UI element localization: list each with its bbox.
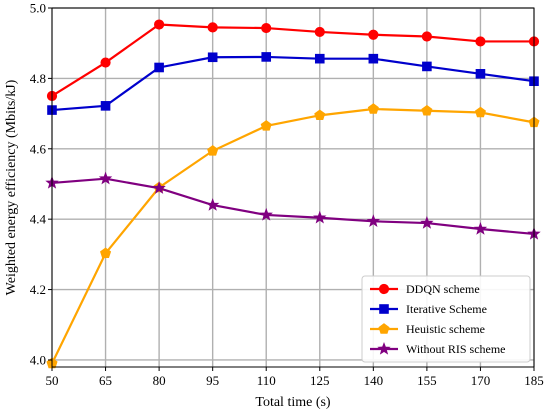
data-point bbox=[314, 109, 326, 121]
data-point bbox=[313, 210, 327, 224]
legend-marker bbox=[379, 304, 389, 314]
legend-marker bbox=[377, 341, 391, 355]
data-point bbox=[98, 171, 113, 185]
data-point bbox=[207, 22, 218, 33]
x-tick-label: 50 bbox=[46, 373, 59, 388]
data-point bbox=[207, 52, 218, 63]
legend-item: Iterative Scheme bbox=[370, 302, 487, 316]
legend-label: DDQN scheme bbox=[406, 282, 480, 296]
series-layer bbox=[45, 19, 541, 369]
data-point bbox=[473, 222, 488, 235]
data-point bbox=[261, 22, 272, 34]
x-axis-title: Total time (s) bbox=[255, 395, 331, 410]
data-point bbox=[474, 106, 486, 118]
series-2 bbox=[47, 52, 539, 115]
y-tick-label: 5.0 bbox=[30, 1, 46, 16]
data-point bbox=[475, 36, 486, 47]
data-point bbox=[100, 101, 111, 111]
legend-label: Without RIS scheme bbox=[406, 342, 506, 356]
data-point bbox=[421, 104, 433, 116]
data-point bbox=[422, 61, 432, 72]
grid-lines bbox=[51, 7, 535, 367]
x-tick-label: 155 bbox=[417, 373, 437, 388]
series-line bbox=[51, 107, 535, 364]
x-axis-ticks: 50 65 80 95 110 125 140 155 170 185 bbox=[46, 367, 544, 388]
data-point bbox=[207, 145, 219, 156]
data-point bbox=[368, 29, 379, 40]
legend-item: Heuistic scheme bbox=[370, 322, 485, 336]
data-point bbox=[205, 198, 220, 211]
legend: DDQN scheme Iterative Scheme Heuistic sche… bbox=[361, 275, 531, 363]
data-point bbox=[421, 31, 432, 42]
data-point bbox=[475, 69, 486, 79]
series-line bbox=[51, 55, 535, 112]
data-point bbox=[259, 207, 273, 221]
legend-item: Without RIS scheme bbox=[370, 341, 506, 356]
series-4 bbox=[45, 171, 541, 240]
legend-box bbox=[361, 275, 531, 363]
y-tick-label: 4.4 bbox=[30, 212, 47, 227]
data-point bbox=[420, 216, 434, 229]
data-point bbox=[261, 52, 272, 62]
x-tick-label: 170 bbox=[471, 373, 491, 388]
data-point bbox=[260, 120, 272, 131]
series-1 bbox=[46, 19, 540, 102]
series-line bbox=[51, 23, 534, 97]
data-point bbox=[368, 53, 379, 64]
data-point bbox=[154, 62, 164, 73]
x-tick-label: 125 bbox=[310, 373, 330, 388]
y-tick-label: 4.2 bbox=[30, 282, 46, 297]
y-tick-label: 4.8 bbox=[30, 71, 46, 86]
data-point bbox=[100, 57, 111, 68]
data-point bbox=[152, 181, 166, 194]
data-point bbox=[314, 26, 325, 38]
data-point bbox=[367, 103, 379, 114]
y-axis-title: Weighted energy efficiency (Mbits/kJ) bbox=[4, 79, 19, 295]
x-tick-label: 185 bbox=[524, 373, 544, 388]
series-line bbox=[51, 177, 535, 236]
x-tick-label: 110 bbox=[257, 373, 276, 388]
legend-label: Iterative Scheme bbox=[406, 302, 487, 316]
x-tick-label: 65 bbox=[99, 373, 112, 388]
data-point bbox=[100, 247, 112, 259]
data-point bbox=[154, 19, 165, 30]
x-tick-label: 95 bbox=[206, 373, 219, 388]
x-tick-label: 140 bbox=[364, 373, 384, 388]
y-tick-label: 4.6 bbox=[30, 141, 47, 156]
x-tick-label: 80 bbox=[153, 373, 166, 388]
legend-marker bbox=[378, 323, 390, 334]
y-tick-label: 4.0 bbox=[30, 352, 46, 367]
legend-item: DDQN scheme bbox=[370, 282, 480, 296]
y-axis-ticks: 4.0 4.2 4.4 4.6 4.8 5.0 bbox=[30, 1, 52, 367]
data-point bbox=[366, 214, 381, 227]
data-point bbox=[314, 53, 325, 64]
legend-marker bbox=[378, 283, 390, 295]
legend-label: Heuistic scheme bbox=[406, 322, 485, 336]
plot-frame bbox=[51, 7, 535, 368]
